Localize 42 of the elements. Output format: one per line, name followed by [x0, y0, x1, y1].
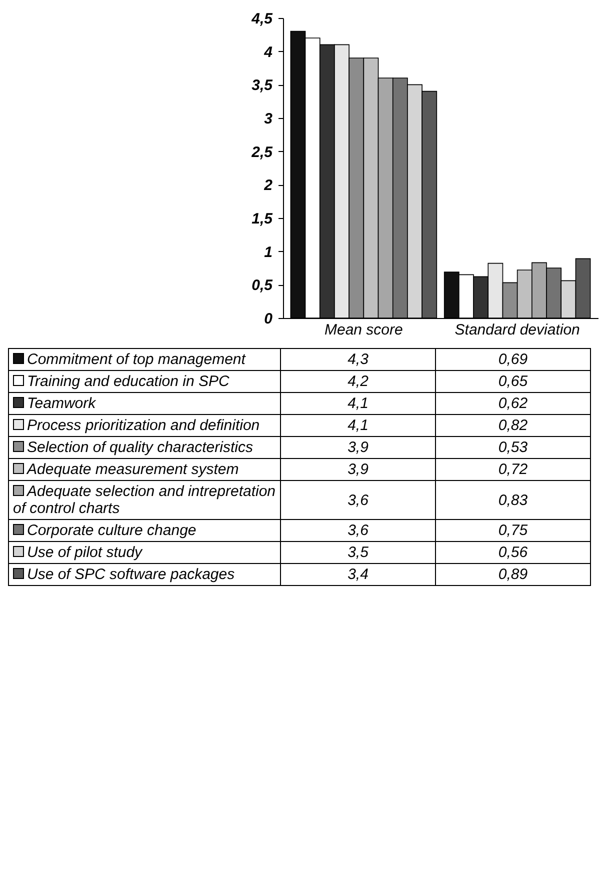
legend-label: Adequate selection and intrepretation of control charts [8, 480, 280, 520]
y-tick-label: 1,5 [252, 210, 274, 228]
x-tick-label: Mean score [324, 322, 403, 338]
data-label: 0,53 [436, 436, 590, 458]
y-tick-label: 4,5 [250, 10, 274, 28]
data-label: 4,2 [280, 370, 436, 392]
y-tick-label: 1 [264, 244, 272, 261]
data-label: 3,4 [280, 564, 436, 586]
legend-label: Selection of quality characteristics [8, 436, 280, 458]
data-label: 4,1 [280, 414, 436, 436]
y-tick-label: 3,5 [252, 77, 274, 94]
data-label: 0,75 [436, 520, 590, 542]
y-tick-label: 0 [264, 310, 274, 328]
data-label: 3,6 [280, 520, 436, 542]
y-tick-label: 2,5 [250, 144, 274, 161]
data-label: 0,83 [436, 480, 590, 520]
legend-label: Corporate culture change [8, 520, 280, 542]
legend-label: Use of pilot study [8, 542, 280, 564]
y-tick-label: 3 [264, 110, 274, 128]
x-tick-label: Standard deviation [454, 322, 580, 338]
y-tick-label: 0,5 [252, 277, 274, 294]
data-label: 3,6 [280, 480, 436, 520]
data-label: 0,82 [436, 414, 590, 436]
data-label: 0,69 [436, 348, 590, 370]
data-label: 0,62 [436, 392, 590, 414]
data-label: 0,89 [436, 564, 590, 586]
data-label: 4,1 [280, 392, 436, 414]
legend-label: Use of SPC software packages [8, 564, 280, 586]
y-tick-label: 2 [263, 177, 274, 194]
data-label: 3,9 [280, 458, 436, 480]
data-label: 3,5 [280, 542, 436, 564]
data-label: 4,3 [280, 348, 436, 370]
data-label: 0,65 [436, 370, 590, 392]
data-label: 0,72 [436, 458, 590, 480]
legend-label: Teamwork [8, 392, 280, 414]
data-label: 3,9 [280, 436, 436, 458]
legend-label: Process prioritization and definition [8, 414, 280, 436]
data-label: 0,56 [436, 542, 590, 564]
legend-label: Training and education in SPC [8, 370, 280, 392]
legend-label: Commitment of top management [8, 348, 280, 370]
legend-label: Adequate measurement system [8, 458, 280, 480]
y-tick-label: 4 [263, 44, 274, 61]
